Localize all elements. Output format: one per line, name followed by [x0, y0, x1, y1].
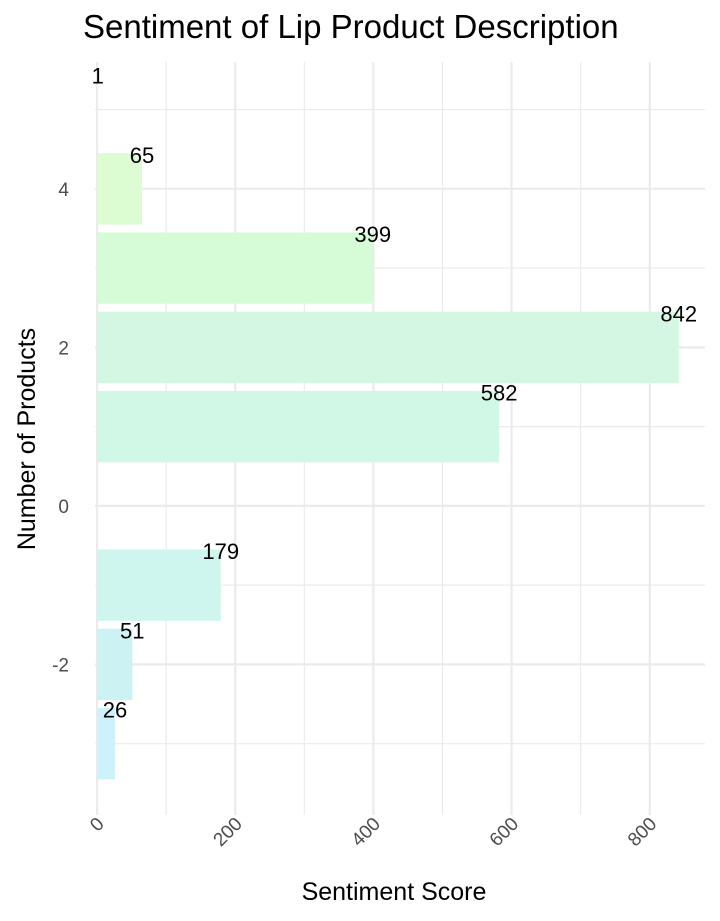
- x-tick-label: 0: [86, 814, 108, 836]
- data-labels: 26 51 179 582 842 399 65 1: [92, 64, 697, 723]
- x-tick-label: 400: [348, 814, 385, 851]
- data-label: 399: [354, 222, 391, 247]
- bar: [97, 153, 142, 225]
- chart-title: Sentiment of Lip Product Description: [83, 8, 619, 45]
- grid-lines: [95, 62, 705, 815]
- data-label: 1: [92, 64, 104, 89]
- y-tick-label: 0: [58, 497, 69, 518]
- bar: [97, 232, 373, 304]
- y-tick-label: 2: [58, 338, 69, 359]
- x-axis-title: Sentiment Score: [302, 878, 487, 906]
- data-label: 26: [103, 698, 127, 723]
- data-label: 842: [660, 301, 697, 326]
- bar: [97, 390, 500, 463]
- bar: [97, 73, 99, 146]
- bars: [97, 73, 679, 780]
- y-axis-ticks: -2 0 2 4: [52, 180, 69, 677]
- data-label: 51: [120, 618, 144, 643]
- y-tick-label: 4: [58, 180, 69, 201]
- bar: [97, 707, 116, 780]
- bar: [97, 549, 221, 621]
- bar: [97, 628, 133, 701]
- data-label: 65: [130, 143, 154, 168]
- bar: [97, 311, 679, 384]
- y-tick-label: -2: [52, 655, 69, 676]
- data-label: 179: [202, 539, 239, 564]
- data-label: 582: [481, 381, 518, 406]
- x-tick-label: 200: [210, 814, 247, 851]
- x-axis-ticks: 0 200 400 600 800: [86, 814, 661, 851]
- x-tick-label: 600: [486, 814, 523, 851]
- y-axis-title: Number of Products: [13, 328, 41, 550]
- x-tick-label: 800: [624, 814, 661, 851]
